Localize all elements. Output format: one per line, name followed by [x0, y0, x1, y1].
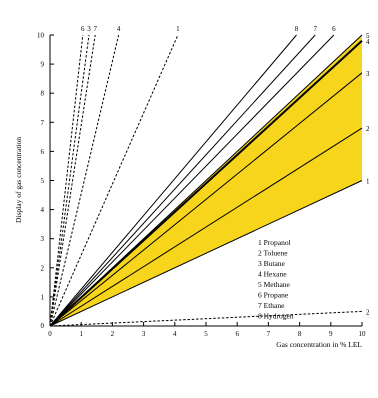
- y-tick-label: 0: [41, 322, 45, 330]
- series-line-8: [49, 34, 297, 327]
- series-label-5: 5: [366, 32, 370, 40]
- legend-entry: 2 Toluene: [258, 249, 288, 258]
- y-tick-label: 2: [41, 264, 45, 272]
- series-line-7: [49, 34, 316, 327]
- dashed-series-line-2: [49, 310, 363, 327]
- series-label-4: 4: [117, 25, 121, 33]
- series-label-3: 3: [366, 70, 370, 78]
- legend-entry: 8 Hydrogen: [258, 312, 294, 321]
- x-axis-title: Gas concentration in % LEL: [276, 340, 362, 349]
- dashed-series-line-3: [49, 34, 90, 327]
- y-tick-label: 9: [41, 61, 45, 69]
- y-tick-label: 1: [41, 293, 45, 301]
- series-label-7: 7: [313, 25, 317, 33]
- series-label-2: 2: [366, 308, 370, 316]
- y-tick-label: 7: [41, 119, 45, 127]
- x-tick-label: 1: [79, 330, 83, 338]
- y-axis-title: Display of gas concentration: [14, 137, 23, 223]
- series-label-1: 1: [176, 25, 180, 33]
- series-label-2: 2: [366, 125, 370, 133]
- x-tick-label: 6: [235, 330, 239, 338]
- x-tick-label: 5: [204, 330, 208, 338]
- tick-layer: 0 1 2 3 4 5 6 7 8 9 10 1 2 3 4 5 6 7 8 9 10 0: [37, 32, 366, 339]
- series-line-2: [49, 127, 363, 327]
- series-label-4: 4: [366, 38, 370, 46]
- series-line-6: [49, 34, 335, 327]
- x-tick-label: 4: [173, 330, 177, 338]
- series-line-3: [49, 72, 363, 327]
- legend-entry: 7 Ethane: [258, 301, 285, 310]
- x-tick-label: 0: [48, 330, 52, 338]
- series-label-6: 6: [81, 25, 85, 33]
- dashed-series-line-1: [49, 34, 179, 327]
- x-tick-label: 2: [111, 330, 115, 338]
- x-tick-label: 10: [359, 330, 367, 338]
- series-line-4: [49, 40, 363, 327]
- legend-entry: 4 Hexane: [258, 270, 287, 279]
- y-tick-label: 8: [41, 90, 45, 98]
- legend-entry: 6 Propane: [258, 291, 289, 300]
- series-label-3: 3: [87, 25, 91, 33]
- dashed-series-line-6: [49, 34, 84, 327]
- y-tick-label: 6: [41, 148, 45, 156]
- x-tick-label: 8: [298, 330, 302, 338]
- x-tick-label: 7: [267, 330, 271, 338]
- y-tick-label: 3: [41, 235, 45, 243]
- series-line-1: [49, 180, 363, 327]
- dashed-series-line-7: [49, 34, 96, 327]
- x-tick-label: 9: [329, 330, 333, 338]
- series-label-8: 8: [295, 25, 299, 33]
- series-label-7: 7: [93, 25, 97, 33]
- y-tick-label: 4: [41, 206, 45, 214]
- series-layer: [49, 34, 363, 327]
- series-label-1: 1: [366, 178, 370, 186]
- legend-entry: 3 Butane: [258, 259, 286, 268]
- series-line-5: [49, 34, 363, 327]
- series-label-6: 6: [332, 25, 336, 33]
- legend-entry: 1 Propanol: [258, 238, 291, 247]
- y-tick-label: 10: [37, 32, 45, 40]
- x-tick-label: 3: [142, 330, 146, 338]
- y-tick-label: 5: [41, 177, 45, 185]
- legend-entry: 5 Methane: [258, 280, 291, 289]
